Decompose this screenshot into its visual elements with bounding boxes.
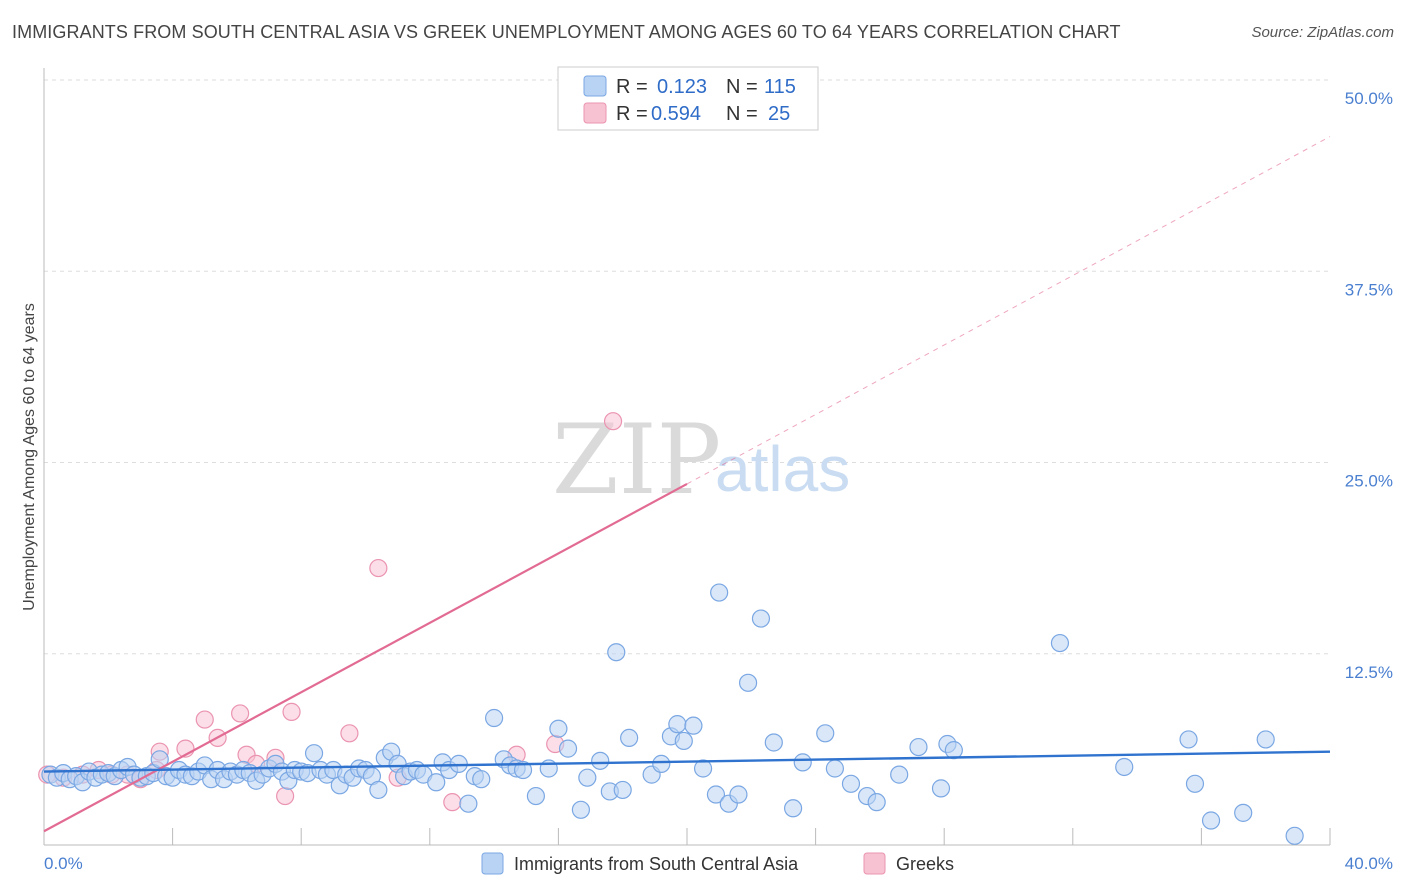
x-tick-labels: 0.0% 40.0% [44, 854, 1393, 873]
series-label-greeks: Greeks [896, 854, 954, 874]
immigrants-point [578, 768, 597, 787]
immigrants-point [816, 724, 835, 743]
immigrants-point [890, 765, 909, 784]
immigrants-point [909, 737, 928, 757]
immigrants-point [1179, 730, 1198, 749]
greeks-trend-line [43, 482, 688, 833]
watermark: ZIP atlas [552, 404, 850, 516]
immigrants-point [485, 708, 504, 728]
x-tick-label-0: 0.0% [44, 854, 83, 873]
axes [43, 68, 1331, 846]
immigrants-point [1201, 811, 1221, 830]
immigrants-point [549, 719, 568, 738]
immigrants-point [652, 754, 671, 774]
immigrants-point [738, 673, 758, 692]
greeks-point [276, 786, 295, 806]
immigrants-point [459, 794, 478, 813]
immigrants-point [1115, 757, 1134, 777]
greeks-trend-extension [686, 136, 1331, 485]
watermark-atlas: atlas [715, 433, 850, 505]
immigrants-point [710, 583, 729, 602]
immigrants-point [706, 785, 726, 804]
watermark-zip: ZIP [552, 404, 721, 516]
legend-r-value-2: 0.594 [651, 103, 701, 125]
immigrants-point [613, 780, 632, 800]
immigrants-point [867, 793, 886, 812]
series-swatch-greeks [863, 852, 886, 875]
immigrants-point [526, 786, 545, 806]
x-tick-label-1: 40.0% [1345, 854, 1393, 873]
immigrants-point [571, 800, 591, 819]
legend-r-value-1: 0.123 [657, 76, 707, 98]
immigrants-point [684, 716, 703, 735]
greeks-point [443, 793, 462, 812]
immigrants-point [825, 759, 844, 778]
immigrants-point [620, 728, 639, 748]
y-tick-label-0: 12.5% [1345, 663, 1393, 682]
legend-n-value-2: 25 [768, 103, 790, 125]
legend-r-label-1: R = [616, 76, 648, 98]
series-swatch-immigrants [481, 852, 504, 875]
immigrants-point [607, 643, 626, 662]
immigrants-point [472, 770, 491, 789]
y-tick-labels: 12.5% 25.0% 37.5% 50.0% [1345, 89, 1393, 682]
y-tick-label-2: 37.5% [1345, 280, 1393, 299]
legend-n-label-2: N = [726, 103, 758, 125]
immigrants-point [558, 739, 578, 758]
immigrants-point [1185, 774, 1205, 793]
chart-title: IMMIGRANTS FROM SOUTH CENTRAL ASIA VS GR… [12, 22, 1121, 42]
greeks-point [282, 702, 301, 721]
immigrants-point [931, 779, 951, 798]
immigrants-point [793, 753, 812, 772]
legend-swatch-pink [583, 102, 607, 124]
immigrants-point [674, 731, 693, 751]
greeks-points [38, 412, 623, 812]
legend-n-label-1: N = [726, 76, 758, 98]
immigrants-trend-line [43, 750, 1331, 773]
series-legend: Immigrants from South Central Asia Greek… [481, 852, 954, 875]
legend-r-label-2: R = [616, 103, 648, 125]
correlation-legend: R = 0.123 N = 115 R = 0.594 N = 25 [557, 66, 819, 131]
series-label-immigrants: Immigrants from South Central Asia [514, 854, 799, 874]
immigrants-point [841, 774, 861, 793]
immigrants-point [591, 751, 610, 770]
immigrants-point [1234, 803, 1253, 822]
grid [44, 79, 1330, 655]
immigrants-point [1256, 730, 1275, 749]
source-label: Source: ZipAtlas.com [1251, 24, 1394, 41]
greeks-point [603, 412, 623, 431]
legend-swatch-blue [583, 75, 607, 97]
y-tick-label-3: 50.0% [1345, 89, 1393, 108]
immigrants-point [427, 773, 446, 792]
greeks-point [231, 704, 250, 723]
y-axis-label: Unemployment Among Ages 60 to 64 years [21, 303, 38, 611]
immigrants-point [751, 609, 771, 628]
legend-n-value-1: 115 [764, 76, 796, 98]
greeks-point [195, 710, 214, 729]
immigrants-point [729, 785, 748, 804]
immigrants-point [513, 760, 533, 780]
immigrants-point [764, 733, 783, 752]
immigrants-point [693, 759, 713, 778]
immigrants-point [944, 741, 963, 760]
immigrants-point [1285, 826, 1304, 845]
greeks-point [340, 724, 359, 743]
y-tick-label-1: 25.0% [1345, 472, 1393, 491]
immigrants-point [668, 715, 687, 734]
immigrants-point [1050, 633, 1070, 653]
immigrants-points [41, 583, 1304, 845]
immigrants-point [369, 780, 388, 800]
trend-lines [43, 136, 1331, 833]
immigrants-point [783, 799, 803, 818]
immigrants-point [304, 744, 324, 763]
greeks-point [369, 558, 388, 578]
